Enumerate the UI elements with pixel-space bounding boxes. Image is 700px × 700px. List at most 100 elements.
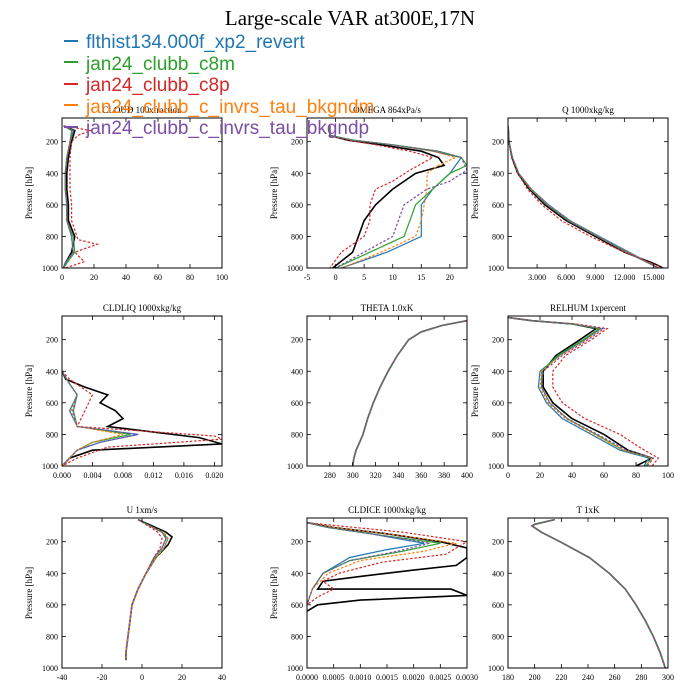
legend-swatch <box>64 61 78 64</box>
series-line <box>125 519 167 661</box>
x-tick-label: 0 <box>334 273 338 282</box>
series-line <box>508 317 660 466</box>
y-tick-label: 1000 <box>42 462 58 471</box>
plot-frame <box>507 517 669 669</box>
y-axis-label: Pressure [hPa] <box>470 365 480 417</box>
y-tick-label: 200 <box>46 336 58 345</box>
x-tick-label: 0.000 <box>53 471 71 480</box>
y-tick-label: 800 <box>46 632 58 641</box>
series-line <box>307 522 457 605</box>
series-line <box>62 370 131 466</box>
legend-item: jan24_clubb_c_invrs_tau_bkgndm <box>64 97 374 119</box>
x-tick-label: 40 <box>568 471 576 480</box>
series-line <box>125 519 169 661</box>
y-axis-label: Pressure [hPa] <box>269 567 279 619</box>
legend-swatch <box>64 104 78 107</box>
x-tick-label: 3.000 <box>528 273 546 282</box>
chart-panel: U 1xm/s 200 400 600 800 1000-40 -20 0 20 40 Pressu… <box>24 505 226 682</box>
x-tick-label: 380 <box>438 471 450 480</box>
plot-frame <box>507 315 669 467</box>
chart-panel: THETA 1.0xK 200 400 600 800 1000 280 300 320 340 3… <box>287 303 473 480</box>
series-line <box>329 125 435 268</box>
panel-title: Q 1000xkg/kg <box>562 105 614 115</box>
x-tick-label: 0.0015 <box>376 673 398 682</box>
legend-label: jan24_clubb_c8p <box>86 75 230 96</box>
figure-title: Large-scale VAR at300E,17N <box>224 6 476 30</box>
series-line <box>508 125 664 268</box>
series-line <box>352 320 467 466</box>
x-tick-label: 0.0000 <box>296 673 318 682</box>
series-line <box>530 518 667 668</box>
series-line <box>62 370 222 466</box>
y-tick-label: 1000 <box>42 264 58 273</box>
series-line <box>62 370 139 466</box>
y-tick-label: 600 <box>46 201 58 210</box>
x-tick-label: 0.012 <box>144 471 162 480</box>
y-tick-label: 600 <box>46 399 58 408</box>
panel-title: T 1xK <box>576 505 600 515</box>
y-tick-label: 400 <box>291 169 303 178</box>
panel-title: OMEGA 864xPa/s <box>353 105 421 115</box>
series-line <box>307 522 467 606</box>
y-tick-label: 1000 <box>287 264 303 273</box>
y-tick-label: 200 <box>291 336 303 345</box>
y-tick-label: 400 <box>291 367 303 376</box>
panel-title: RELHUM 1xpercent <box>550 303 626 313</box>
panel-title: CLOUD 100xfraction <box>102 105 182 115</box>
legend-swatch <box>64 82 78 85</box>
series-line <box>125 519 167 661</box>
legend-item: flthist134.000f_xp2_revert <box>64 32 374 54</box>
x-tick-label: 280 <box>324 471 336 480</box>
series-line <box>508 125 659 268</box>
x-tick-label: 15 <box>417 273 425 282</box>
chart-panel: Q 1000xkg/kg 200 400 600 800 1000 3.000 6.000 9.… <box>470 105 669 282</box>
chart-panel: OMEGA 864xPa/s 200 400 600 800 1000-5 0 5 10 15 20… <box>269 105 468 282</box>
x-tick-label: 220 <box>555 673 567 682</box>
x-tick-label: 280 <box>635 673 647 682</box>
y-tick-label: 200 <box>492 336 504 345</box>
y-tick-label: 1000 <box>488 264 504 273</box>
y-tick-label: 1000 <box>287 664 303 673</box>
y-tick-label: 400 <box>46 367 58 376</box>
x-tick-label: -40 <box>57 673 68 682</box>
series-line <box>62 125 76 268</box>
x-tick-label: 20 <box>90 273 98 282</box>
legend-swatch <box>64 39 78 42</box>
x-tick-label: 340 <box>392 471 404 480</box>
x-tick-label: 180 <box>502 673 514 682</box>
panel-title: CLDLIQ 1000xkg/kg <box>103 303 182 313</box>
x-tick-label: 60 <box>154 273 162 282</box>
x-tick-label: 360 <box>415 471 427 480</box>
series-line <box>530 519 666 668</box>
x-tick-label: 0.0025 <box>429 673 451 682</box>
series-line <box>307 522 425 605</box>
y-tick-label: 800 <box>492 232 504 241</box>
series-line <box>352 320 467 466</box>
y-tick-label: 800 <box>291 232 303 241</box>
y-tick-label: 800 <box>492 632 504 641</box>
y-tick-label: 1000 <box>42 664 58 673</box>
plot-frame <box>306 117 468 269</box>
plot-frame <box>61 117 223 269</box>
y-tick-label: 200 <box>291 138 303 147</box>
series-line <box>307 522 430 605</box>
y-tick-label: 800 <box>291 430 303 439</box>
y-tick-label: 200 <box>46 138 58 147</box>
y-tick-label: 400 <box>46 569 58 578</box>
series-line <box>530 519 666 668</box>
series-line <box>329 125 446 268</box>
legend-item: jan24_clubb_c8p <box>64 75 374 97</box>
y-tick-label: 200 <box>291 538 303 547</box>
y-tick-label: 200 <box>492 538 504 547</box>
x-tick-label: 6.000 <box>557 273 575 282</box>
x-tick-label: 320 <box>370 471 382 480</box>
legend-swatch <box>64 125 78 128</box>
series-line <box>62 370 139 466</box>
x-tick-label: 400 <box>461 471 473 480</box>
series-line <box>508 316 655 466</box>
y-axis-label: Pressure [hPa] <box>470 167 480 219</box>
y-tick-label: 400 <box>291 569 303 578</box>
legend-item: jan24_clubb_c_invrs_tau_bkgndp <box>64 118 374 140</box>
